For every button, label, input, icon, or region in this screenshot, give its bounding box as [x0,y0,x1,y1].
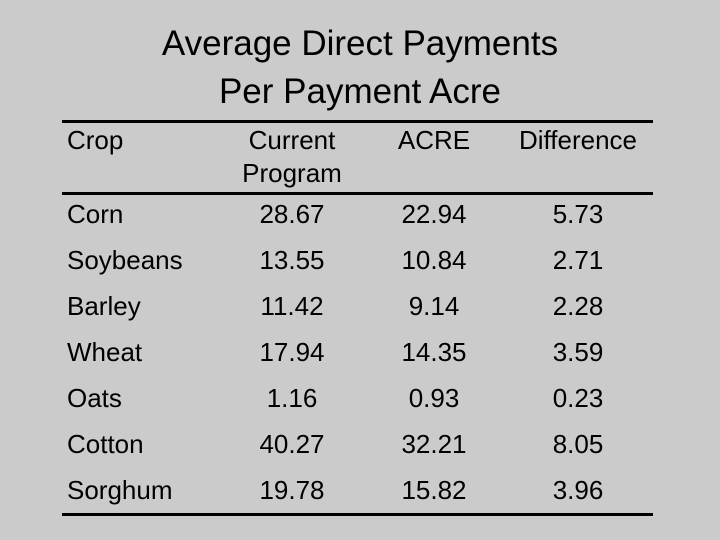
value-cell: 0.23 [552,383,604,413]
value-cell: 8.05 [552,429,604,459]
value-cell: 5.73 [552,199,604,229]
header-cell: ACRE [397,125,471,155]
value-cell: 3.59 [552,337,604,367]
value-cell: 17.94 [259,337,325,367]
value-cell: 15.82 [401,475,467,505]
value-cell: 14.35 [401,337,467,367]
crop-cell: Barley [67,291,141,321]
crop-cell: Corn [67,199,124,229]
value-cell: 9.14 [408,291,460,321]
value-cell: 22.94 [401,199,467,229]
crop-cell: Sorghum [67,475,173,505]
crop-cell: Cotton [67,429,144,459]
table-rule [62,513,653,516]
header-cell: Difference [518,125,638,155]
value-cell: 19.78 [259,475,325,505]
table-rule [62,120,653,123]
table-rule [62,192,653,195]
crop-cell: Soybeans [67,245,183,275]
value-cell: 2.28 [552,291,604,321]
crop-cell: Oats [67,383,122,413]
header-cell: Current Program [242,125,342,188]
title-line: Per Payment Acre [218,72,502,111]
value-cell: 10.84 [401,245,467,275]
header-cell: Crop [67,125,124,155]
value-cell: 2.71 [552,245,604,275]
value-cell: 1.16 [266,383,318,413]
value-cell: 11.42 [260,291,324,321]
value-cell: 32.21 [401,429,467,459]
crop-cell: Wheat [67,337,143,367]
value-cell: 40.27 [259,429,325,459]
value-cell: 13.55 [259,245,325,275]
title-line: Average Direct Payments [161,24,559,63]
value-cell: 3.96 [552,475,604,505]
value-cell: 0.93 [408,383,460,413]
value-cell: 28.67 [259,199,325,229]
